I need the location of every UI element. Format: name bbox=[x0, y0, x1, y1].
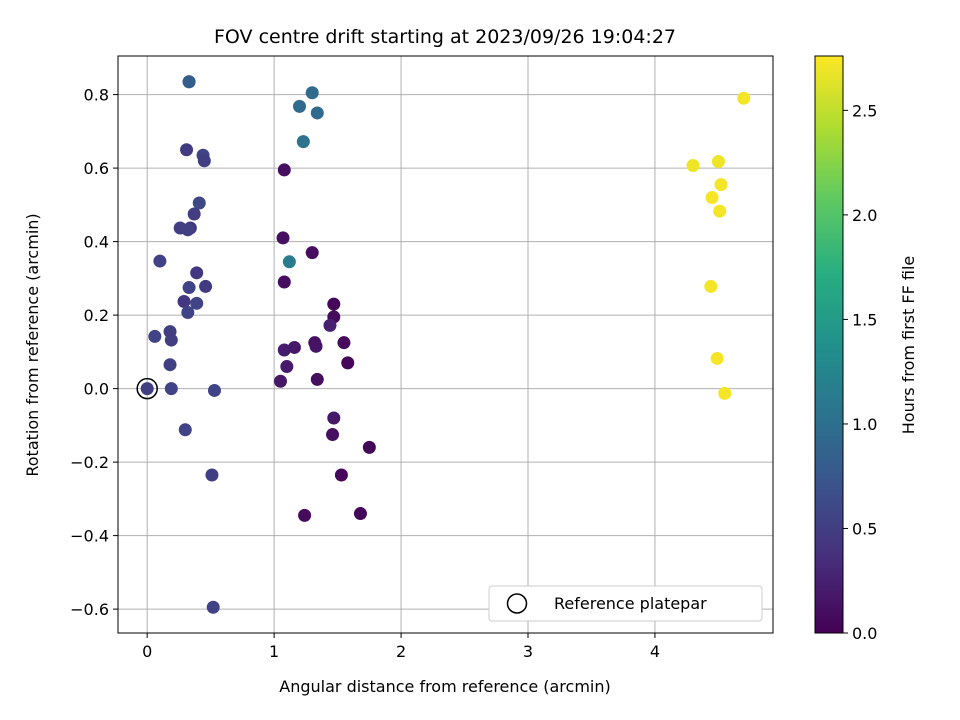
data-point bbox=[293, 99, 307, 113]
data-point bbox=[326, 428, 340, 442]
data-point bbox=[277, 343, 291, 357]
data-point bbox=[337, 336, 351, 350]
legend-label-reference: Reference platepar bbox=[554, 594, 707, 613]
data-point bbox=[153, 254, 167, 268]
data-point bbox=[190, 296, 204, 310]
data-point bbox=[705, 190, 719, 204]
y-tick-label: 0.6 bbox=[84, 159, 109, 178]
data-point bbox=[182, 75, 196, 89]
data-point bbox=[323, 318, 337, 332]
legend: Reference platepar bbox=[488, 585, 763, 622]
x-tick-label: 3 bbox=[523, 642, 533, 661]
data-point bbox=[327, 411, 341, 425]
data-point bbox=[334, 468, 348, 482]
data-point bbox=[737, 91, 751, 105]
data-point bbox=[197, 154, 211, 168]
reference-marker-layer bbox=[136, 377, 158, 400]
x-tick-label: 4 bbox=[650, 642, 660, 661]
data-point bbox=[710, 351, 724, 365]
x-axis-ticks: 0 1 2 3 4 bbox=[142, 633, 660, 661]
colorbar-gradient bbox=[814, 55, 844, 634]
data-point bbox=[164, 382, 178, 396]
chart-title: FOV centre drift starting at 2023/09/26 … bbox=[214, 26, 676, 48]
y-axis-label: Rotation from reference (arcmin) bbox=[23, 213, 42, 476]
data-point bbox=[182, 281, 196, 295]
y-tick-label: −0.4 bbox=[70, 527, 109, 546]
data-point bbox=[178, 423, 192, 437]
plot-frame bbox=[117, 55, 774, 634]
y-tick-label: 0.2 bbox=[84, 306, 109, 325]
colorbar-tick-label: 2.0 bbox=[852, 206, 877, 225]
data-point bbox=[207, 383, 221, 397]
x-tick-label: 1 bbox=[269, 642, 279, 661]
data-point bbox=[714, 178, 728, 192]
data-point bbox=[282, 255, 296, 269]
data-point bbox=[713, 204, 727, 218]
data-point bbox=[298, 508, 312, 522]
data-point bbox=[296, 135, 310, 149]
data-point bbox=[273, 374, 287, 388]
data-point bbox=[287, 340, 301, 354]
colorbar-tick-label: 1.0 bbox=[852, 415, 877, 434]
y-axis-ticks: −0.6 −0.4 −0.2 0.0 0.2 0.4 0.6 0.8 bbox=[70, 86, 118, 619]
colorbar: 0.0 0.5 1.0 1.5 2.0 2.5 Hours from first FF f… bbox=[814, 55, 918, 643]
data-point bbox=[711, 154, 725, 168]
data-point bbox=[718, 386, 732, 400]
data-point bbox=[280, 360, 294, 374]
data-point bbox=[305, 246, 319, 260]
data-point bbox=[362, 440, 376, 454]
legend-box bbox=[488, 585, 763, 622]
grid bbox=[118, 56, 773, 633]
data-point bbox=[327, 297, 341, 311]
data-point bbox=[164, 333, 178, 347]
y-tick-label: −0.6 bbox=[70, 600, 109, 619]
data-point bbox=[686, 159, 700, 173]
data-point bbox=[276, 231, 290, 245]
reference-point-fill bbox=[140, 382, 154, 396]
data-point bbox=[181, 306, 195, 320]
data-point bbox=[163, 358, 177, 372]
data-points bbox=[148, 75, 751, 614]
data-point bbox=[277, 275, 291, 289]
colorbar-tick-label: 0.0 bbox=[852, 624, 877, 643]
data-point bbox=[181, 223, 195, 237]
legend-reference-marker bbox=[506, 593, 528, 614]
data-point bbox=[180, 143, 194, 157]
data-point bbox=[187, 207, 201, 221]
data-point bbox=[199, 279, 213, 293]
y-tick-label: −0.2 bbox=[70, 453, 109, 472]
data-point bbox=[205, 468, 219, 482]
data-point bbox=[206, 600, 220, 614]
colorbar-ticks: 0.0 0.5 1.0 1.5 2.0 2.5 bbox=[843, 101, 877, 643]
x-tick-label: 2 bbox=[396, 642, 406, 661]
x-tick-label: 0 bbox=[142, 642, 152, 661]
y-tick-label: 0.0 bbox=[84, 380, 109, 399]
colorbar-label: Hours from first FF file bbox=[899, 256, 918, 435]
y-tick-label: 0.4 bbox=[84, 233, 109, 252]
data-point bbox=[177, 295, 191, 309]
data-point bbox=[310, 372, 324, 386]
reference-point-marker bbox=[136, 377, 158, 400]
colorbar-tick-label: 0.5 bbox=[852, 519, 877, 538]
y-tick-label: 0.8 bbox=[84, 86, 109, 105]
data-point bbox=[148, 329, 162, 343]
data-point bbox=[310, 106, 324, 120]
data-point bbox=[192, 196, 206, 210]
data-point bbox=[190, 266, 204, 280]
colorbar-tick-label: 2.5 bbox=[852, 101, 877, 120]
data-point bbox=[341, 356, 355, 370]
colorbar-tick-label: 1.5 bbox=[852, 310, 877, 329]
data-point bbox=[305, 86, 319, 100]
data-point bbox=[353, 507, 367, 521]
data-point bbox=[309, 339, 323, 353]
x-axis-label: Angular distance from reference (arcmin) bbox=[279, 677, 610, 696]
data-point bbox=[277, 163, 291, 177]
data-point bbox=[704, 279, 718, 293]
